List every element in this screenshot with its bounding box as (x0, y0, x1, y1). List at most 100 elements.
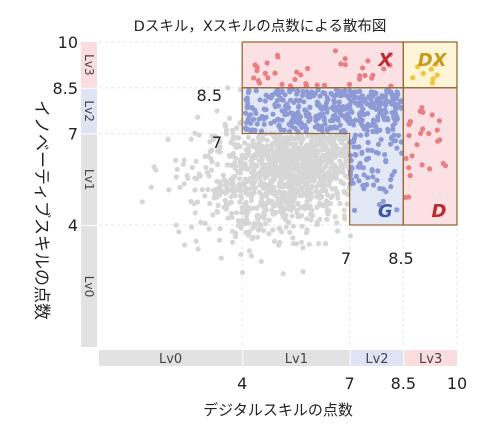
data-point-DX (428, 66, 434, 72)
data-point-G (351, 144, 357, 150)
data-point-other (332, 214, 338, 220)
data-point-other (177, 184, 183, 190)
data-point-other (221, 176, 227, 183)
data-point-other (309, 148, 315, 154)
data-point-other (206, 226, 212, 232)
data-point-D (406, 121, 412, 128)
data-point-DX (420, 70, 426, 76)
inner-label-y-8-5: 8.5 (197, 86, 222, 105)
data-point-other (220, 172, 226, 178)
data-point-other (297, 145, 303, 151)
data-point-other (338, 139, 344, 146)
data-point-D (407, 173, 413, 179)
data-point-other (259, 143, 265, 149)
data-point-other (245, 166, 251, 172)
data-point-G (376, 202, 382, 208)
data-point-G (288, 97, 294, 103)
data-point-other (286, 180, 292, 186)
data-point-X (342, 62, 348, 68)
x-tick-label: 8.5 (391, 374, 416, 393)
data-point-other (199, 187, 205, 193)
data-point-G (381, 116, 388, 123)
data-point-G (392, 168, 398, 175)
data-point-G (370, 174, 376, 180)
data-point-other (340, 133, 346, 139)
data-point-other (308, 166, 314, 172)
data-point-G (394, 145, 400, 151)
data-point-G (248, 120, 254, 126)
data-point-other (180, 161, 186, 167)
data-point-DX (433, 61, 439, 67)
data-point-other (338, 169, 344, 175)
data-point-G (282, 103, 288, 109)
data-point-other (215, 209, 221, 215)
y-band-label-lv0: Lv0 (82, 276, 96, 297)
data-point-other (258, 258, 264, 265)
data-point-G (391, 132, 397, 138)
data-points (139, 48, 449, 277)
data-point-other (204, 170, 210, 176)
data-point-other (173, 157, 179, 163)
data-point-other (192, 187, 198, 193)
data-point-X (275, 54, 281, 60)
data-point-D (406, 165, 412, 171)
data-point-G (333, 125, 339, 131)
data-point-other (213, 191, 219, 197)
data-point-other (304, 182, 310, 188)
data-point-other (217, 144, 223, 150)
data-point-other (188, 136, 194, 142)
data-point-G (351, 95, 357, 101)
data-point-G (279, 88, 285, 94)
data-point-G (359, 150, 365, 156)
data-point-G (360, 165, 366, 171)
data-point-X (387, 52, 393, 58)
data-point-other (342, 216, 348, 222)
data-point-other (264, 190, 270, 196)
data-point-other (237, 188, 243, 194)
data-point-G (246, 112, 252, 118)
data-point-G (336, 99, 342, 105)
data-point-other (322, 157, 328, 163)
data-point-other (229, 210, 235, 216)
data-point-G (356, 178, 362, 184)
data-point-other (232, 234, 239, 240)
data-point-other (237, 176, 243, 182)
data-point-other (328, 194, 334, 201)
data-point-other (321, 182, 327, 189)
data-point-other (311, 143, 318, 149)
data-point-G (348, 180, 354, 187)
data-point-other (281, 199, 287, 205)
data-point-G (309, 91, 315, 97)
data-point-other (317, 216, 323, 222)
data-point-other (249, 205, 256, 211)
data-point-other (243, 199, 249, 205)
data-point-other (215, 161, 221, 167)
region-label-dx: DX (418, 50, 448, 71)
data-point-other (189, 164, 195, 171)
data-point-other (248, 253, 254, 259)
data-point-other (202, 220, 208, 226)
data-point-X (294, 69, 300, 75)
data-point-other (266, 231, 272, 237)
data-point-other (244, 152, 250, 158)
data-point-other (269, 184, 275, 190)
data-point-other (242, 221, 248, 227)
data-point-other (207, 200, 213, 207)
data-point-G (357, 99, 363, 105)
data-point-other (225, 215, 231, 221)
data-point-G (271, 118, 278, 124)
data-point-other (256, 189, 263, 195)
data-point-X (251, 75, 257, 81)
data-point-G (348, 98, 354, 104)
data-point-G (349, 109, 355, 115)
data-point-D (414, 142, 420, 148)
data-point-other (284, 165, 290, 171)
data-point-other (230, 130, 236, 136)
data-point-other (314, 183, 320, 189)
data-point-G (307, 116, 313, 123)
data-point-other (241, 162, 247, 169)
data-point-other (326, 208, 332, 214)
data-point-DX (410, 75, 416, 81)
data-point-G (353, 89, 359, 95)
